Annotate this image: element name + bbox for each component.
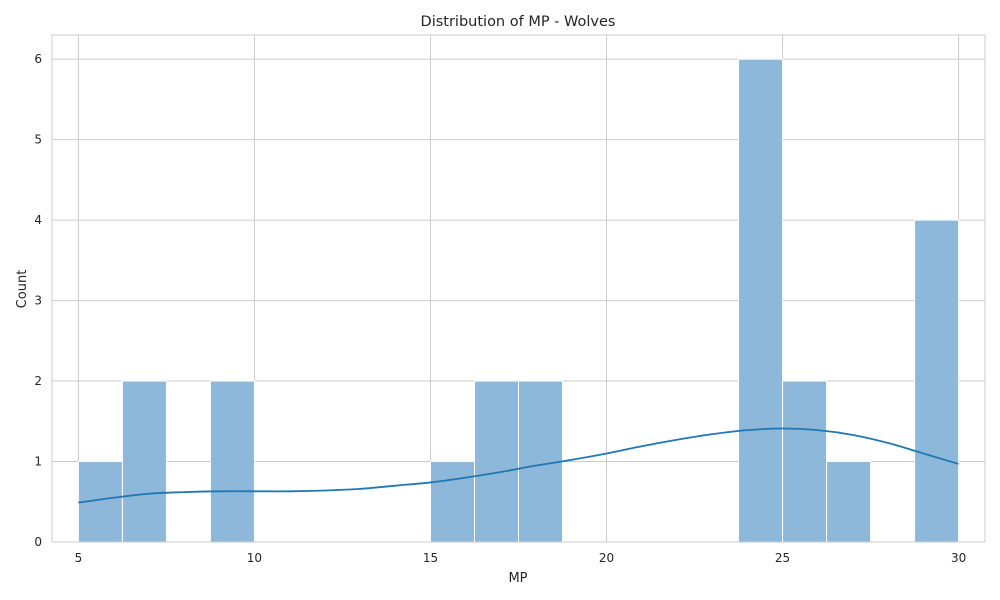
- y-axis-label: Count: [15, 270, 30, 309]
- x-tick-label: 20: [599, 551, 614, 565]
- y-tick-label: 0: [34, 535, 42, 549]
- histogram-bar: [826, 461, 872, 543]
- x-tick-label: 10: [247, 551, 262, 565]
- x-tick-labels: 5 10 15 20 25 30: [75, 551, 967, 565]
- histogram-bar: [429, 461, 475, 543]
- plot-frame: [51, 34, 986, 543]
- histogram-bar: [209, 380, 255, 543]
- histogram-bar: [121, 380, 167, 543]
- y-tick-label: 3: [34, 294, 42, 308]
- x-tick-label: 15: [423, 551, 438, 565]
- x-tick-label: 5: [75, 551, 83, 565]
- kde-curve-group: [78, 427, 959, 504]
- x-axis-label: MP: [508, 571, 527, 586]
- histogram-bar: [914, 219, 960, 543]
- histogram-bar: [518, 380, 564, 543]
- x-tick-label: 25: [775, 551, 790, 565]
- y-tick-labels: 0 1 2 3 4 5 6: [34, 52, 42, 549]
- y-tick-label: 5: [34, 133, 42, 147]
- y-tick-label: 4: [34, 213, 42, 227]
- histogram-bar: [782, 380, 828, 543]
- histogram-bars: [77, 58, 960, 543]
- y-tick-label: 6: [34, 52, 42, 66]
- y-tick-label: 1: [34, 455, 42, 469]
- histogram-bar: [473, 380, 520, 543]
- kde-line: [78, 427, 959, 504]
- y-tick-label: 2: [34, 374, 42, 388]
- x-tick-label: 30: [951, 551, 966, 565]
- chart-title: Distribution of MP - Wolves: [421, 14, 616, 30]
- histogram-bar: [738, 58, 784, 543]
